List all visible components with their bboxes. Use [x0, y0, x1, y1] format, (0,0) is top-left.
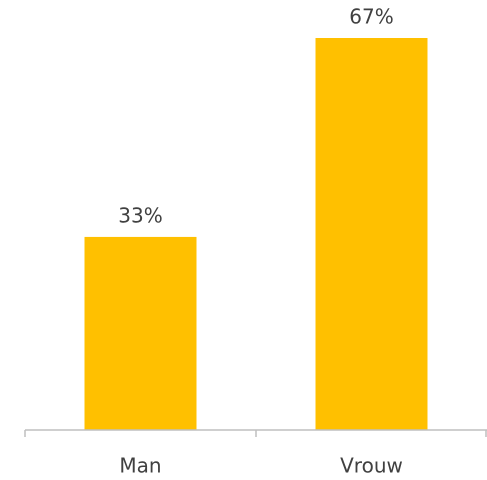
x-tick-label: Man [119, 454, 161, 478]
data-label: 67% [349, 5, 393, 29]
bar [315, 38, 428, 430]
bar [84, 236, 197, 430]
x-tick-label: Vrouw [340, 454, 403, 478]
data-label: 33% [118, 203, 162, 227]
